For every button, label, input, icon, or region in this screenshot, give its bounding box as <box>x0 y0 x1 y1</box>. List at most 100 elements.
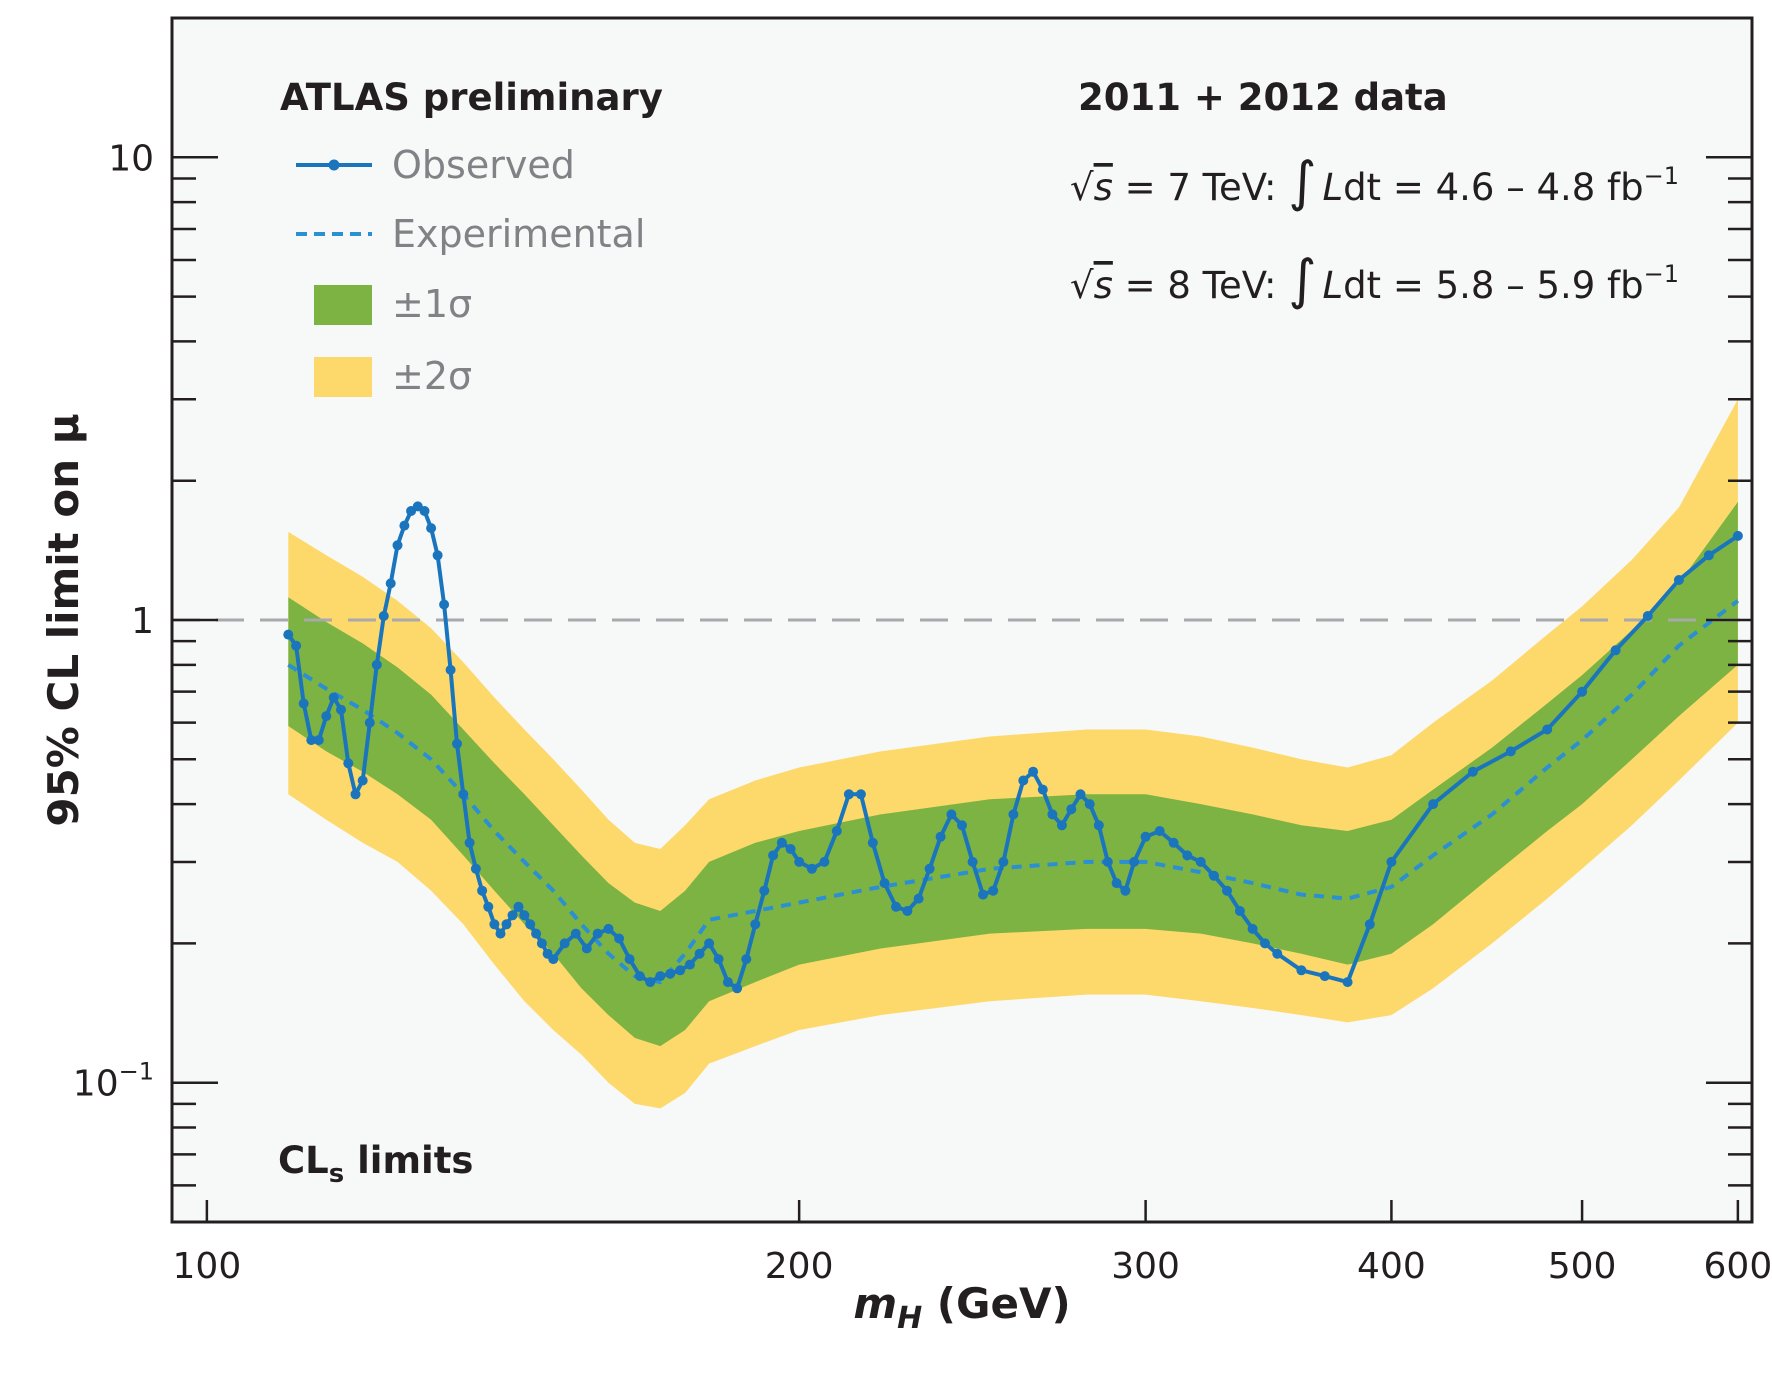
observed-point <box>1056 820 1067 831</box>
observed-point <box>831 826 842 836</box>
cls-label: CLs limits <box>278 1139 473 1189</box>
y-tick-label: 10 <box>108 138 154 179</box>
observed-point <box>704 938 715 949</box>
observed-point <box>525 919 536 930</box>
observed-point <box>495 928 506 939</box>
observed-point <box>614 933 625 944</box>
observed-point <box>1703 550 1714 561</box>
observed-point <box>713 954 724 965</box>
observed-point <box>1102 856 1113 867</box>
legend-label-2sigma: ±2σ <box>392 354 472 398</box>
series-expected-line <box>287 599 1740 985</box>
observed-point <box>483 901 494 912</box>
observed-point <box>867 837 878 848</box>
observed-point <box>1342 977 1353 988</box>
observed-point <box>891 901 901 912</box>
data-label: 2011 + 2012 data <box>1078 76 1448 119</box>
observed-point <box>519 910 530 921</box>
observed-point <box>988 885 999 896</box>
observed-point <box>1386 856 1397 867</box>
observed-point <box>819 856 830 867</box>
observed-point <box>426 523 437 534</box>
observed-point <box>489 919 500 930</box>
observed-point <box>1296 965 1307 976</box>
observed-point <box>759 885 770 896</box>
observed-point <box>470 863 481 874</box>
lumi-7tev: √s = 7 TeV: ∫ Ldt = 4.6 – 4.8 fb−1 <box>1070 150 1679 213</box>
observed-point <box>794 856 805 867</box>
legend-label-experimental: Experimental <box>392 212 645 256</box>
observed-point <box>1209 870 1219 881</box>
x-tick-label: 300 <box>1111 1246 1180 1287</box>
observed-point <box>624 954 635 965</box>
observed-point <box>570 928 581 939</box>
observed-point <box>1140 831 1151 842</box>
observed-point <box>1542 724 1553 735</box>
lumi-8tev-integral: ∫ <box>1288 248 1316 311</box>
observed-point <box>328 692 339 703</box>
ticks-layer: 100 200 300 400 500 600 10 1 10−1 <box>73 16 1772 1287</box>
observed-point <box>1234 906 1245 916</box>
legend-item-2sigma: ±2σ <box>314 354 472 398</box>
observed-point <box>371 659 382 670</box>
observed-point <box>732 983 743 994</box>
series-layer <box>283 501 1743 994</box>
observed-point <box>603 923 614 934</box>
legend-title: ATLAS preliminary <box>280 76 663 119</box>
observed-point <box>343 758 354 769</box>
legend-item-experimental: Experimental <box>296 212 645 256</box>
observed-point <box>283 629 294 640</box>
observed-point <box>501 919 512 930</box>
observed-point <box>1018 775 1029 786</box>
observed-point <box>1577 686 1588 697</box>
observed-point <box>1319 971 1330 982</box>
observed-point <box>364 717 375 728</box>
y-axis-title: 95% CL limit on μ <box>39 413 88 826</box>
observed-point <box>1111 878 1122 889</box>
y-tick-label: 10−1 <box>73 1058 154 1105</box>
observed-point <box>321 711 332 722</box>
cls-label-rest: limits <box>344 1139 473 1182</box>
lumi-7tev-value: = 4.6 – 4.8 fb <box>1381 166 1644 209</box>
lumi-8tev: √s = 8 TeV: ∫ Ldt = 5.8 – 5.9 fb−1 <box>1070 248 1679 311</box>
observed-point <box>581 943 592 954</box>
observed-point <box>357 775 368 786</box>
observed-point <box>559 938 570 949</box>
observed-point <box>1467 766 1478 777</box>
observed-point <box>1732 530 1743 541</box>
observed-point <box>1037 784 1048 795</box>
observed-point <box>392 540 403 551</box>
observed-point <box>1610 645 1621 656</box>
observed-point <box>1168 837 1179 848</box>
observed-point <box>1008 809 1019 820</box>
observed-point <box>1093 820 1104 831</box>
observed-point <box>924 863 935 874</box>
observed-point <box>452 738 462 749</box>
observed-point <box>913 893 924 904</box>
observed-point <box>385 578 396 589</box>
lumi-7tev-sqrt: √ <box>1070 166 1094 209</box>
observed-point <box>675 965 686 976</box>
observed-point <box>694 948 705 959</box>
series-observed-line <box>286 504 1740 991</box>
lumi-8tev-exp: −1 <box>1644 260 1679 288</box>
x-tick-label: 600 <box>1704 1246 1772 1287</box>
legend-item-observed: Observed <box>296 143 575 187</box>
observed-point <box>306 735 317 746</box>
lumi-8tev-text: √s = 8 TeV: ∫ Ldt = 5.8 – 5.9 fb−1 <box>1070 248 1679 311</box>
cls-label-sub: s <box>329 1159 344 1189</box>
observed-point <box>548 954 559 965</box>
series-observed-points <box>283 501 1743 994</box>
observed-point <box>464 837 475 848</box>
x-axis-title-sub: H <box>897 1301 922 1336</box>
legend: ATLAS preliminary Observed Experimental … <box>280 76 663 398</box>
observed-point <box>1047 809 1058 820</box>
observed-point <box>902 906 913 916</box>
x-tick-label: 200 <box>765 1246 834 1287</box>
observed-point <box>978 889 988 900</box>
observed-point <box>592 928 603 939</box>
observed-point <box>298 698 309 709</box>
observed-point <box>1066 804 1077 815</box>
observed-point <box>741 954 752 965</box>
observed-point <box>445 664 456 675</box>
